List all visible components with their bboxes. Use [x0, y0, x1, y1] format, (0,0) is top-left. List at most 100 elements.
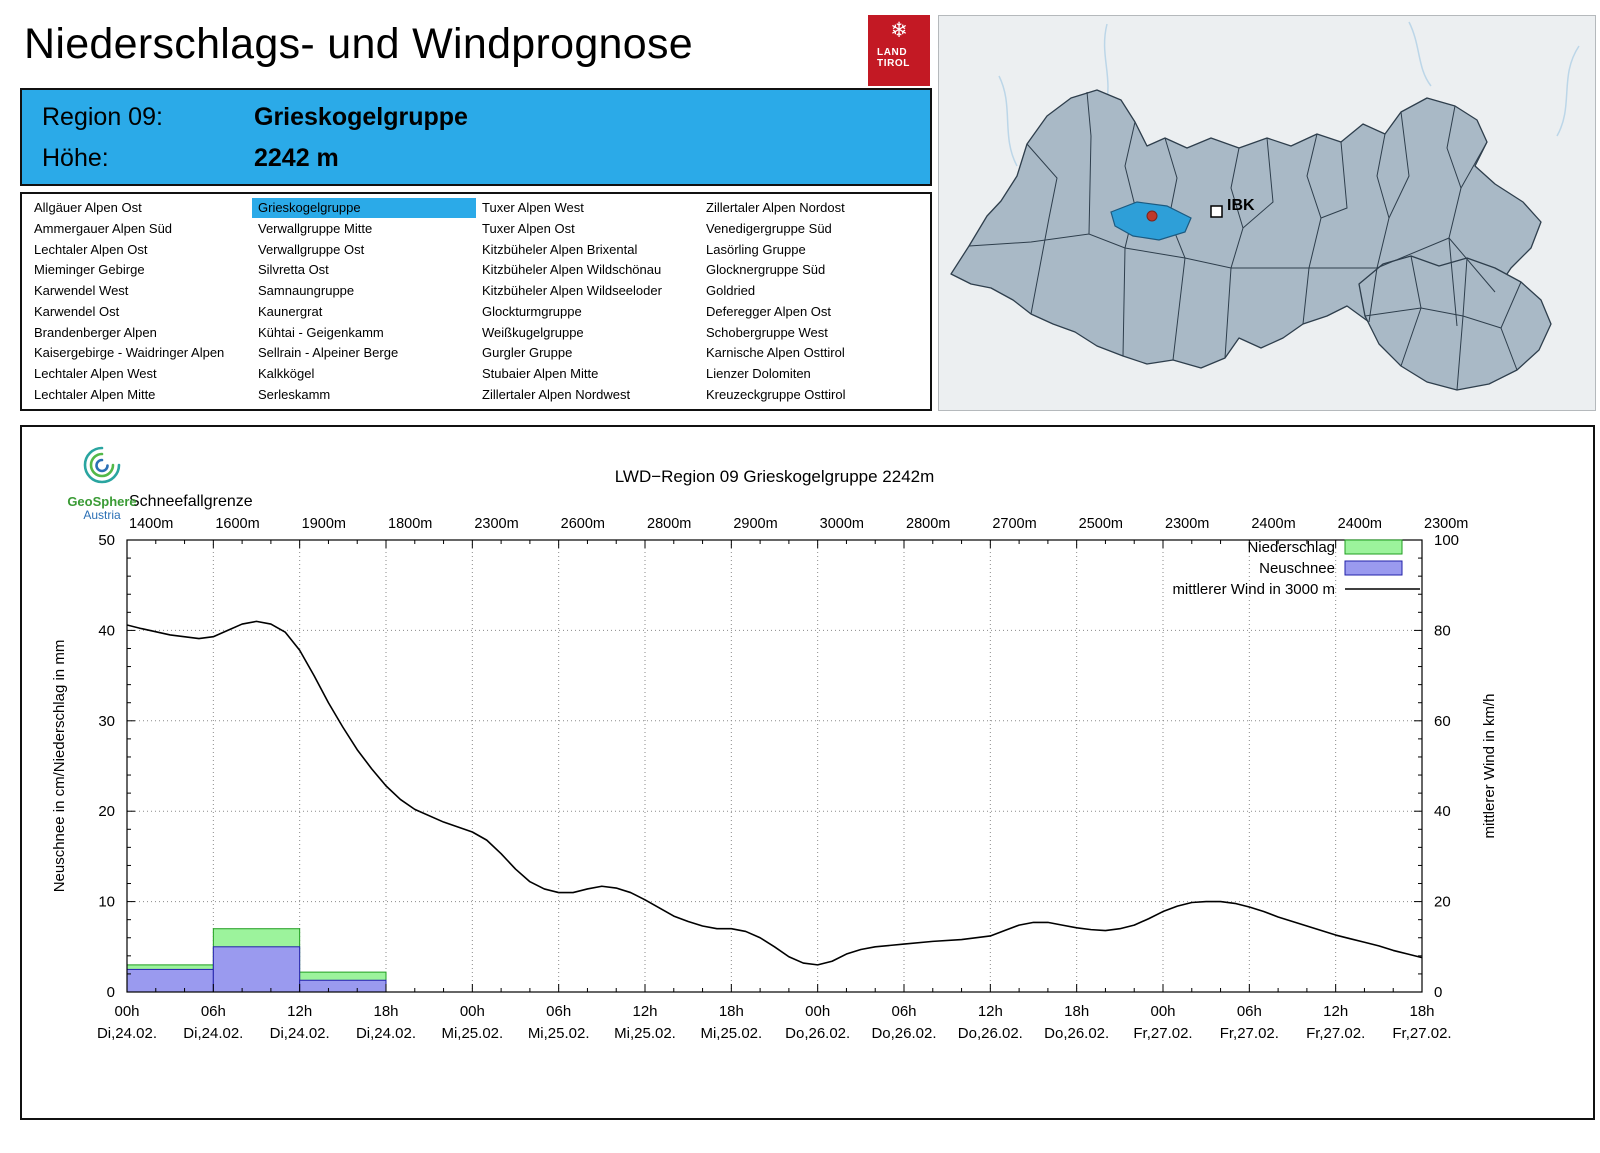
x-tick-date: Fr,27.02. — [1392, 1025, 1451, 1042]
region-list-item[interactable]: Kitzbüheler Alpen Wildseeloder — [482, 283, 662, 299]
region-list-item[interactable]: Glockturmgruppe — [482, 303, 582, 319]
region-list-item[interactable]: Lienzer Dolomiten — [706, 365, 811, 381]
snowline-label: Schneefallgrenze — [129, 493, 253, 510]
snowline-value: 2400m — [1338, 516, 1382, 532]
region-list-item[interactable]: Tuxer Alpen West — [482, 200, 584, 216]
geosphere-name: GeoSphere — [67, 494, 137, 509]
x-tick-hour: 00h — [114, 1003, 139, 1020]
region-header-box: Region 09: Grieskogelgruppe Höhe: 2242 m — [20, 88, 932, 186]
y-right-tick: 80 — [1434, 622, 1451, 639]
snowline-value: 2400m — [1251, 516, 1295, 532]
region-list-item[interactable]: Kaisergebirge - Waidringer Alpen — [34, 345, 225, 361]
region-list-item[interactable]: Stubaier Alpen Mitte — [482, 365, 599, 381]
region-list-item[interactable]: Lechtaler Alpen Mitte — [34, 386, 156, 402]
x-tick-hour: 06h — [201, 1003, 226, 1020]
region-list-item[interactable]: Lasörling Gruppe — [706, 241, 806, 257]
x-tick-hour: 18h — [719, 1003, 744, 1020]
region-list-item[interactable]: Glocknergruppe Süd — [706, 262, 826, 278]
neuschnee-bar — [126, 968, 214, 993]
region-list-item[interactable]: Karwendel Ost — [34, 303, 120, 319]
axis-ticks — [126, 539, 1423, 993]
x-tick-date: Mi,25.02. — [441, 1025, 503, 1042]
x-tick-date: Fr,27.02. — [1133, 1025, 1192, 1042]
snowline-value: 1400m — [129, 516, 173, 532]
snowline-value: 2800m — [906, 516, 950, 532]
x-tick-hour: 18h — [1064, 1003, 1089, 1020]
ibk-marker — [1210, 205, 1223, 218]
region-list-item[interactable]: Verwallgruppe Ost — [258, 241, 365, 257]
page-title: Niederschlags- und Windprognose — [24, 20, 693, 68]
region-list-item[interactable]: Silvretta Ost — [258, 262, 329, 278]
region-list-item[interactable]: Kalkkögel — [258, 365, 315, 381]
region-list-item[interactable]: Allgäuer Alpen Ost — [34, 200, 142, 216]
region-list-item[interactable]: Samnaungruppe — [258, 283, 355, 299]
region-list-item[interactable]: Karnische Alpen Osttirol — [706, 345, 845, 361]
region-list-item[interactable]: Kaunergrat — [258, 303, 323, 319]
region-list-item[interactable]: Kühtai - Geigenkamm — [258, 324, 384, 340]
region-list-item[interactable]: Karwendel West — [34, 283, 129, 299]
region-list-item[interactable]: Venedigergruppe Süd — [706, 221, 832, 237]
region-list-item[interactable]: Serleskamm — [258, 386, 331, 402]
station-dot — [1146, 210, 1158, 222]
region-list-item[interactable]: Brandenberger Alpen — [34, 324, 157, 340]
region-list-item[interactable]: Mieminger Gebirge — [34, 262, 145, 278]
region-list-item[interactable]: Schobergruppe West — [706, 324, 828, 340]
snowline-value: 1900m — [302, 516, 346, 532]
region-list-item[interactable]: Deferegger Alpen Ost — [706, 303, 832, 319]
region-list-item[interactable]: Grieskogelgruppe — [252, 198, 476, 219]
region-list-item[interactable]: Ammergauer Alpen Süd — [34, 221, 173, 237]
x-tick-hour: 18h — [1409, 1003, 1434, 1020]
region-name: Grieskogelgruppe — [254, 103, 468, 131]
x-tick-date: Do,26.02. — [871, 1025, 936, 1042]
snowline-value: 2300m — [474, 516, 518, 532]
legend-label: Niederschlag — [1247, 539, 1335, 556]
region-list-item[interactable]: Goldried — [706, 283, 756, 299]
land-tirol-logo-text: LAND TIROL — [868, 47, 930, 69]
x-tick-date: Di,24.02. — [97, 1025, 157, 1042]
neuschnee-bar — [212, 946, 301, 993]
region-list-item[interactable]: Zillertaler Alpen Nordost — [706, 200, 845, 216]
legend-label: Neuschnee — [1259, 560, 1335, 577]
region-list-item[interactable]: Lechtaler Alpen Ost — [34, 241, 148, 257]
geosphere-logo: GeoSphere Austria — [50, 443, 154, 522]
y-right-axis-title: mittlerer Wind in km/h — [1481, 693, 1498, 838]
region-list-item[interactable]: Gurgler Gruppe — [482, 345, 573, 361]
region-list-item[interactable]: Sellrain - Alpeiner Berge — [258, 345, 399, 361]
y-left-axis-title: Neuschnee in cm/Niederschlag in mm — [51, 640, 68, 893]
snowline-value: 2300m — [1165, 516, 1209, 532]
x-tick-hour: 00h — [460, 1003, 485, 1020]
y-left-tick: 50 — [98, 532, 115, 549]
altitude-row: Höhe: 2242 m — [42, 139, 930, 180]
snowflake-icon: ❄ — [890, 19, 908, 42]
region-list-item[interactable]: Tuxer Alpen Ost — [482, 221, 575, 237]
y-right-tick: 0 — [1434, 984, 1442, 1001]
region-list-item[interactable]: Kitzbüheler Alpen Brixental — [482, 241, 638, 257]
region-list-item[interactable]: Weißkugelgruppe — [482, 324, 584, 340]
region-list-item[interactable]: Kreuzeckgruppe Osttirol — [706, 386, 846, 402]
x-tick-hour: 12h — [632, 1003, 657, 1020]
neuschnee-bar — [299, 979, 387, 993]
x-tick-date: Do,26.02. — [785, 1025, 850, 1042]
x-tick-hour: 18h — [373, 1003, 398, 1020]
x-tick-date: Do,26.02. — [958, 1025, 1023, 1042]
legend-swatch — [1344, 539, 1403, 555]
y-right-tick: 40 — [1434, 803, 1451, 820]
x-tick-date: Mi,25.02. — [700, 1025, 762, 1042]
x-tick-hour: 06h — [1237, 1003, 1262, 1020]
x-tick-hour: 12h — [1323, 1003, 1348, 1020]
region-list-item[interactable]: Lechtaler Alpen West — [34, 365, 157, 381]
snowline-value: 2300m — [1424, 516, 1468, 532]
east-tirol-shape[interactable] — [1358, 255, 1552, 391]
region-list-item[interactable]: Zillertaler Alpen Nordwest — [482, 386, 631, 402]
region-list-item[interactable]: Kitzbüheler Alpen Wildschönau — [482, 262, 662, 278]
x-tick-date: Fr,27.02. — [1306, 1025, 1365, 1042]
altitude-value: 2242 m — [254, 144, 339, 172]
x-tick-hour: 06h — [891, 1003, 916, 1020]
y-left-tick: 0 — [107, 984, 115, 1001]
chart-title: LWD−Region 09 Grieskogelgruppe 2242m — [615, 467, 935, 486]
region-list-item[interactable]: Verwallgruppe Mitte — [258, 221, 373, 237]
region-row: Region 09: Grieskogelgruppe — [42, 98, 930, 139]
tirol-region-map[interactable]: IBK — [938, 15, 1596, 411]
y-right-tick: 60 — [1434, 713, 1451, 730]
